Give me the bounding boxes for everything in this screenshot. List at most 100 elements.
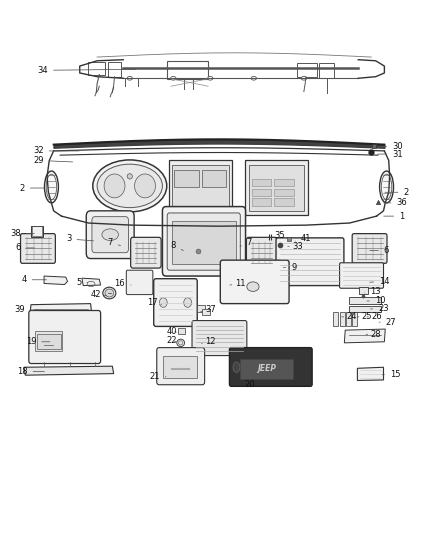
Ellipse shape — [105, 289, 114, 297]
Text: 7: 7 — [107, 238, 120, 247]
Text: 11: 11 — [230, 279, 245, 288]
Bar — [240, 359, 293, 379]
Text: 41: 41 — [295, 235, 311, 244]
Text: 35: 35 — [271, 231, 285, 240]
Text: 37: 37 — [201, 305, 215, 314]
Bar — [169, 160, 232, 215]
Bar — [167, 61, 208, 79]
Text: 10: 10 — [367, 296, 385, 305]
Polygon shape — [44, 276, 67, 285]
Polygon shape — [30, 304, 92, 317]
Text: 25: 25 — [357, 312, 372, 321]
Text: 27: 27 — [379, 318, 396, 327]
Text: 26: 26 — [367, 312, 382, 321]
FancyBboxPatch shape — [352, 233, 387, 263]
Text: 29: 29 — [33, 156, 73, 165]
Text: 6: 6 — [370, 246, 389, 255]
Bar — [32, 226, 42, 236]
Text: 7: 7 — [240, 238, 252, 247]
Bar — [352, 312, 357, 326]
FancyBboxPatch shape — [220, 260, 289, 304]
Bar — [349, 306, 381, 312]
Ellipse shape — [103, 287, 116, 299]
Text: 2: 2 — [20, 183, 44, 192]
Bar — [172, 221, 236, 264]
Polygon shape — [357, 367, 384, 381]
FancyBboxPatch shape — [154, 279, 197, 326]
Text: 2: 2 — [385, 188, 409, 197]
Bar — [202, 170, 226, 187]
Text: 4: 4 — [21, 275, 46, 284]
Ellipse shape — [171, 76, 176, 80]
Text: 31: 31 — [378, 150, 403, 159]
Bar — [88, 62, 105, 75]
Bar — [346, 312, 351, 326]
FancyBboxPatch shape — [29, 311, 101, 364]
Text: 39: 39 — [14, 305, 41, 314]
Polygon shape — [24, 366, 114, 375]
Ellipse shape — [93, 160, 167, 212]
Ellipse shape — [251, 76, 256, 80]
Bar — [37, 334, 60, 349]
Bar — [35, 331, 62, 351]
Text: 20: 20 — [244, 379, 255, 389]
Text: 33: 33 — [288, 242, 303, 251]
Bar — [319, 63, 334, 78]
Bar — [249, 165, 304, 211]
Text: 28: 28 — [366, 330, 381, 339]
Bar — [178, 328, 185, 334]
Bar — [359, 287, 368, 294]
Text: 38: 38 — [10, 229, 34, 238]
Ellipse shape — [127, 76, 132, 80]
Ellipse shape — [134, 174, 155, 198]
FancyBboxPatch shape — [131, 237, 161, 268]
Bar — [108, 62, 121, 77]
Polygon shape — [82, 278, 101, 286]
Text: 32: 32 — [33, 147, 79, 156]
Ellipse shape — [247, 282, 259, 292]
Bar — [31, 225, 43, 237]
Text: 34: 34 — [37, 66, 136, 75]
Text: 30: 30 — [379, 142, 403, 151]
Text: 42: 42 — [91, 289, 107, 298]
Text: 8: 8 — [171, 241, 184, 251]
Bar — [163, 356, 197, 378]
Bar — [197, 305, 205, 312]
Text: 13: 13 — [365, 287, 381, 296]
Bar — [333, 312, 338, 326]
Bar — [349, 297, 381, 304]
Text: 17: 17 — [148, 298, 162, 307]
Text: 22: 22 — [167, 336, 177, 345]
Ellipse shape — [104, 174, 125, 198]
Text: 36: 36 — [384, 198, 407, 207]
Ellipse shape — [159, 298, 167, 308]
Text: 19: 19 — [26, 337, 50, 346]
Ellipse shape — [127, 174, 132, 179]
Text: 18: 18 — [17, 367, 44, 376]
Bar — [245, 160, 308, 215]
Text: 40: 40 — [167, 327, 177, 336]
Ellipse shape — [208, 76, 213, 80]
Text: 24: 24 — [342, 312, 357, 321]
FancyBboxPatch shape — [247, 237, 277, 268]
Ellipse shape — [301, 76, 307, 80]
Ellipse shape — [380, 171, 393, 203]
FancyBboxPatch shape — [162, 207, 246, 276]
FancyBboxPatch shape — [230, 348, 312, 386]
FancyBboxPatch shape — [157, 348, 205, 385]
Ellipse shape — [45, 171, 58, 203]
Text: 16: 16 — [114, 279, 131, 288]
Text: 6: 6 — [15, 244, 34, 253]
Bar — [202, 309, 210, 316]
Text: JEEP: JEEP — [257, 365, 276, 373]
Text: 1: 1 — [384, 212, 404, 221]
FancyBboxPatch shape — [192, 320, 247, 356]
FancyBboxPatch shape — [86, 211, 134, 259]
Polygon shape — [344, 329, 385, 343]
Text: 12: 12 — [201, 337, 215, 346]
Text: 21: 21 — [149, 372, 166, 381]
Text: 23: 23 — [371, 304, 389, 313]
Bar — [274, 189, 294, 196]
Bar — [252, 179, 271, 187]
Ellipse shape — [97, 164, 162, 208]
